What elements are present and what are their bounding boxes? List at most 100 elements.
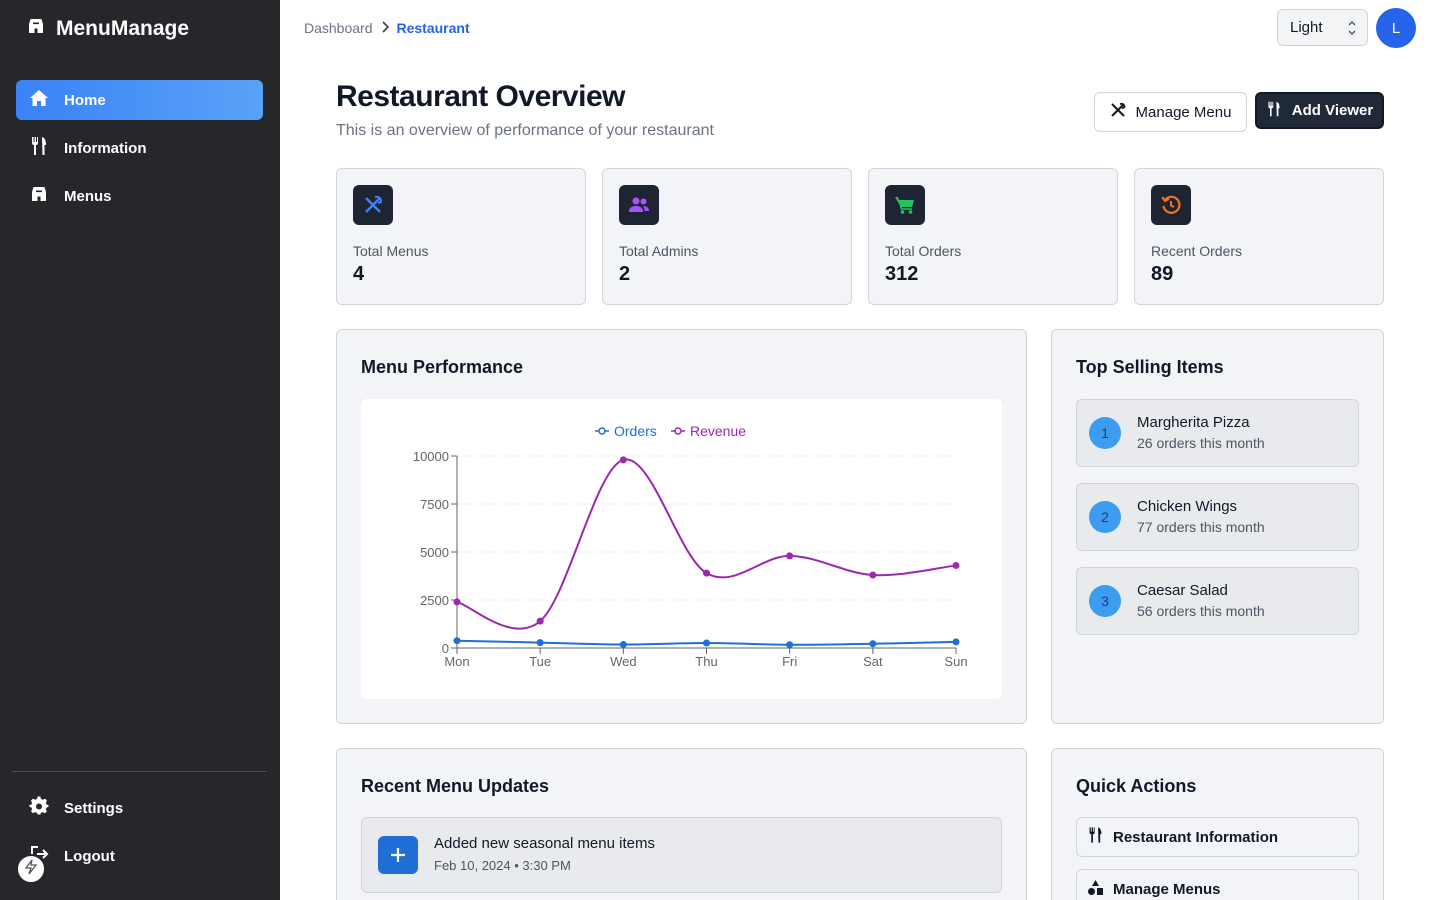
item-name: Caesar Salad: [1137, 582, 1228, 599]
add-viewer-label: Add Viewer: [1291, 102, 1374, 119]
breadcrumb-dashboard[interactable]: Dashboard: [304, 20, 373, 36]
stat-value: 312: [885, 263, 919, 285]
sidebar-item-home[interactable]: Home: [16, 80, 263, 120]
data-point-orders: [619, 641, 627, 649]
x-tick-label: Fri: [782, 654, 797, 669]
sidebar-nav: Home Information Menus: [16, 80, 263, 224]
panel-title: Menu Performance: [361, 357, 524, 377]
data-point-revenue: [869, 571, 877, 579]
quick-action-label: Manage Menus: [1113, 880, 1221, 898]
menu-performance-panel: Menu Performance 0 2500 5000 7500 10000 Mon Tu…: [336, 329, 1027, 724]
sidebar-item-label: Settings: [64, 799, 124, 817]
sidebar-item-logout[interactable]: Logout: [16, 836, 263, 876]
update-time: Feb 10, 2024 • 3:30 PM: [434, 858, 571, 873]
sidebar-item-information[interactable]: Information: [16, 128, 263, 168]
utensils-crossed-icon: [1110, 102, 1126, 122]
series-line-revenue: [456, 458, 957, 630]
gear-icon: [29, 796, 49, 820]
item-name: Margherita Pizza: [1137, 414, 1250, 431]
item-orders: 56 orders this month: [1137, 603, 1265, 619]
manage-menu-label: Manage Menu: [1135, 103, 1232, 121]
x-tick-label: Tue: [529, 654, 551, 669]
stat-value: 89: [1151, 263, 1174, 285]
legend-marker: [674, 427, 682, 435]
y-tick-label: 5000: [420, 545, 449, 560]
store-icon: [29, 184, 49, 208]
sidebar-item-menus[interactable]: Menus: [16, 176, 263, 216]
panel-title: Quick Actions: [1076, 776, 1197, 796]
users-icon: [619, 185, 659, 225]
chevron-right-icon: [381, 20, 389, 36]
item-orders: 77 orders this month: [1137, 519, 1265, 535]
cart-icon: [885, 185, 925, 225]
y-tick-label: 7500: [420, 497, 449, 512]
data-point-orders: [786, 641, 794, 649]
data-point-orders: [952, 638, 960, 646]
x-tick-label: Sat: [863, 654, 883, 669]
store-icon: [26, 16, 46, 41]
quick-actions-panel: Quick Actions Restaurant Information Man…: [1051, 748, 1384, 900]
y-tick-label: 2500: [420, 593, 449, 608]
data-point-revenue: [952, 561, 960, 569]
data-point-orders: [536, 639, 544, 647]
recent-updates-panel: Recent Menu Updates Added new seasonal m…: [336, 748, 1027, 900]
update-item[interactable]: Added new seasonal menu items Feb 10, 20…: [361, 817, 1002, 893]
data-point-revenue: [453, 598, 461, 606]
list-item[interactable]: 2 Chicken Wings 77 orders this month: [1076, 483, 1359, 551]
list-item[interactable]: 1 Margherita Pizza 26 orders this month: [1076, 399, 1359, 467]
manage-menu-button[interactable]: Manage Menu: [1094, 92, 1247, 132]
sidebar-item-label: Home: [64, 91, 106, 109]
utensils-icon: [1266, 100, 1282, 122]
history-icon: [1151, 185, 1191, 225]
sidebar: MenuManage Home Information Menus: [0, 0, 280, 900]
stat-card-total-admins: Total Admins 2: [602, 168, 852, 305]
utensils-crossed-icon: [353, 185, 393, 225]
chevron-up-down-icon: [1347, 19, 1357, 41]
data-point-orders: [703, 639, 710, 647]
legend-label: Revenue: [690, 423, 746, 439]
utensils-icon: [1087, 826, 1104, 848]
item-orders: 26 orders this month: [1137, 435, 1265, 451]
utensils-icon: [29, 136, 49, 160]
panel-title: Recent Menu Updates: [361, 776, 550, 796]
sidebar-item-settings[interactable]: Settings: [16, 788, 263, 828]
x-tick-label: Thu: [695, 654, 717, 669]
item-name: Chicken Wings: [1137, 498, 1238, 515]
breadcrumb-restaurant: Restaurant: [396, 20, 470, 36]
quick-action-label: Restaurant Information: [1113, 828, 1279, 846]
data-point-revenue: [619, 456, 627, 464]
stat-label: Total Menus: [353, 243, 429, 259]
data-point-orders: [869, 640, 877, 648]
brand[interactable]: MenuManage: [26, 16, 189, 41]
chart-container: 0 2500 5000 7500 10000 Mon Tue Wed Thu Fri Sat Sun O…: [361, 399, 1002, 699]
home-icon: [29, 88, 49, 112]
avatar[interactable]: L: [1376, 8, 1416, 48]
stat-card-total-menus: Total Menus 4: [336, 168, 586, 305]
bolt-icon: [24, 859, 38, 880]
theme-select[interactable]: Light: [1277, 9, 1368, 46]
stat-value: 2: [619, 263, 631, 285]
stat-value: 4: [353, 263, 365, 285]
restaurant-information-button[interactable]: Restaurant Information: [1076, 817, 1359, 857]
page-subtitle: This is an overview of performance of yo…: [336, 122, 714, 139]
manage-menus-button[interactable]: Manage Menus: [1076, 869, 1359, 900]
add-viewer-button[interactable]: Add Viewer: [1255, 92, 1384, 129]
sidebar-item-label: Menus: [64, 187, 112, 205]
app-name: MenuManage: [56, 16, 190, 40]
x-tick-label: Sun: [944, 654, 967, 669]
page-title: Restaurant Overview: [336, 80, 625, 113]
y-tick-label: 0: [442, 641, 449, 656]
quick-launch-button[interactable]: [16, 854, 46, 884]
data-point-orders: [453, 637, 461, 645]
update-title: Added new seasonal menu items: [434, 835, 655, 852]
stat-label: Total Admins: [619, 243, 699, 259]
list-item[interactable]: 3 Caesar Salad 56 orders this month: [1076, 567, 1359, 635]
sidebar-bottom-nav: Settings Logout: [16, 788, 263, 884]
shapes-icon: [1087, 879, 1104, 900]
sidebar-item-label: Logout: [64, 847, 115, 865]
data-point-revenue: [536, 617, 544, 625]
legend-label: Orders: [614, 423, 657, 439]
sidebar-divider: [12, 771, 267, 772]
y-tick-label: 10000: [413, 449, 449, 464]
stat-label: Recent Orders: [1151, 243, 1243, 259]
